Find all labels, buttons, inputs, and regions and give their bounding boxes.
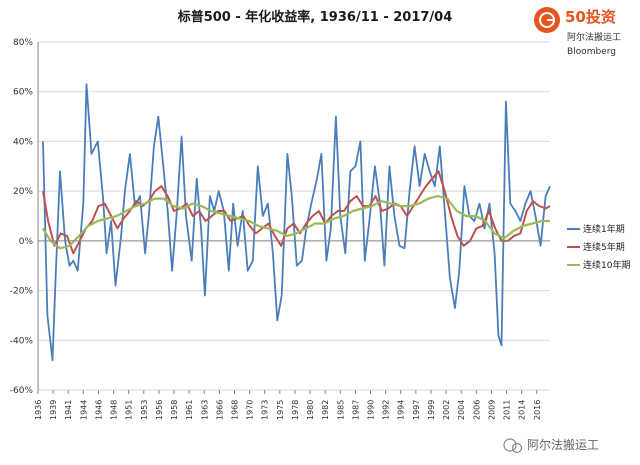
y-tick-label: 80% xyxy=(13,38,33,48)
x-tick-label: 1946 xyxy=(94,400,103,420)
x-tick-label: 2004 xyxy=(457,400,466,420)
legend: 连续1年期 连续5年期 连续10年期 xyxy=(567,223,630,271)
x-tick-label: 1978 xyxy=(291,400,300,420)
x-tick-label: 1936 xyxy=(34,400,43,420)
x-tick-label: 1987 xyxy=(351,400,360,420)
legend-label-1y: 连续1年期 xyxy=(583,223,625,235)
y-tick-label: 0% xyxy=(19,237,34,247)
x-axis-ticks: 1936 1939 1941 1944 1946 1948 1951 1953 1956 1958… xyxy=(34,390,542,420)
x-tick-label: 1997 xyxy=(412,400,421,420)
legend-label-5y: 连续5年期 xyxy=(583,241,625,253)
x-tick-label: 1985 xyxy=(336,400,345,420)
source-line-1: 阿尔法搬运工 xyxy=(567,31,621,43)
x-tick-label: 1948 xyxy=(110,400,119,420)
x-tick-label: 2002 xyxy=(442,400,451,420)
logo-text: 50投资 xyxy=(565,8,616,26)
x-tick-label: 1994 xyxy=(397,400,406,420)
x-tick-label: 1956 xyxy=(155,400,164,420)
y-tick-label: 40% xyxy=(13,137,33,147)
x-tick-label: 1980 xyxy=(306,400,315,420)
y-tick-label: -60% xyxy=(10,386,34,396)
y-tick-label: -20% xyxy=(10,287,34,297)
x-tick-label: 1992 xyxy=(382,400,391,420)
x-tick-label: 2009 xyxy=(487,400,496,420)
legend-label-10y: 连续10年期 xyxy=(583,259,630,271)
x-tick-label: 1963 xyxy=(200,400,209,420)
x-tick-label: 1973 xyxy=(261,400,270,420)
y-axis-ticks: 80% 60% 40% 20% 0% -20% -40% -60% xyxy=(10,38,34,396)
x-tick-label: 1982 xyxy=(321,400,330,420)
x-tick-label: 2006 xyxy=(472,400,481,420)
source-line-2: Bloomberg xyxy=(567,47,616,57)
x-tick-label: 1941 xyxy=(64,400,73,420)
x-tick-label: 2011 xyxy=(503,400,512,420)
x-tick-label: 1944 xyxy=(79,400,88,420)
x-tick-label: 1999 xyxy=(427,400,436,420)
x-tick-label: 2016 xyxy=(533,400,542,420)
y-tick-label: 20% xyxy=(13,187,33,197)
x-tick-label: 1958 xyxy=(170,400,179,420)
series-lines xyxy=(42,83,551,362)
x-tick-label: 1966 xyxy=(215,400,224,420)
x-tick-label: 1951 xyxy=(125,400,134,420)
x-tick-label: 1990 xyxy=(367,400,376,420)
x-tick-label: 1970 xyxy=(246,400,255,420)
x-tick-label: 1961 xyxy=(185,400,194,420)
watermark-text: 阿尔法搬运工 xyxy=(527,437,599,452)
x-tick-label: 1939 xyxy=(49,400,58,420)
x-tick-label: 2014 xyxy=(518,400,527,420)
y-tick-label: 60% xyxy=(13,88,33,98)
x-tick-label: 1968 xyxy=(230,400,239,420)
series-line-5y xyxy=(42,170,551,255)
series-line-10y xyxy=(42,195,550,250)
logo-icon-ring xyxy=(539,12,555,28)
watermark: 阿尔法搬运工 xyxy=(503,437,599,454)
brand-logo: 50投资 xyxy=(534,7,616,33)
x-tick-label: 1953 xyxy=(140,400,149,420)
x-tick-label: 1975 xyxy=(276,400,285,420)
chart-title: 标普500 - 年化收益率, 1936/11 - 2017/04 xyxy=(177,9,453,25)
wechat-icon xyxy=(503,438,517,452)
y-tick-label: -40% xyxy=(10,336,34,346)
series-line-1y xyxy=(42,83,551,362)
